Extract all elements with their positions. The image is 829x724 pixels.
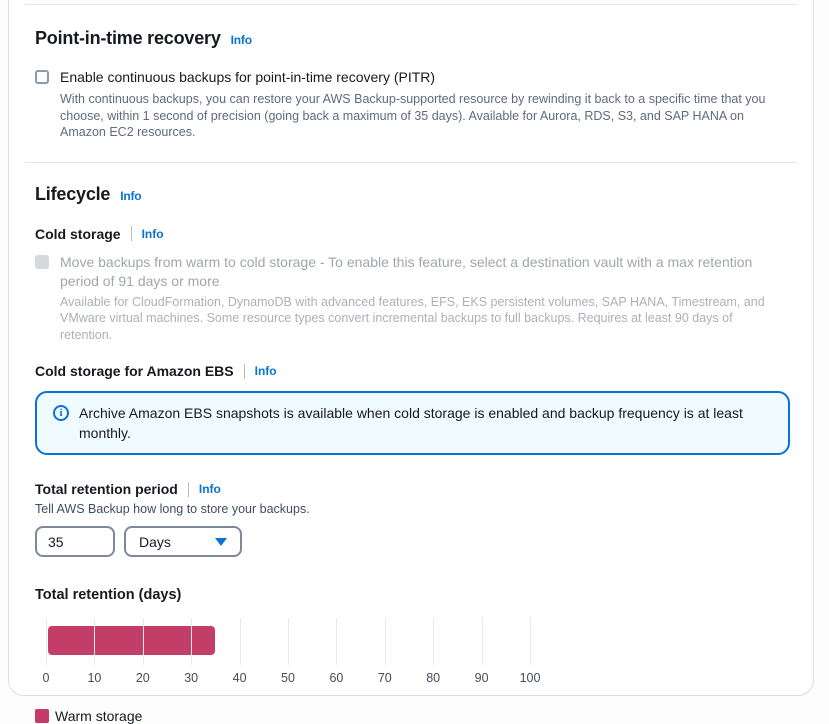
pitr-description: With continuous backups, you can restore… [60, 92, 766, 139]
warm-storage-legend-label[interactable]: Warm storage [55, 708, 143, 724]
cold-storage-label: Cold storage [35, 225, 121, 242]
gridline-100 [530, 618, 531, 665]
x-tick-label: 50 [281, 671, 295, 685]
label-separator [243, 363, 245, 379]
pitr-section-title: Point-in-time recovery Info [35, 28, 787, 49]
cold-storage-checkbox [35, 254, 49, 269]
gridline-30 [191, 618, 193, 665]
x-axis-tick-labels: 0 10 20 30 40 50 60 70 80 90 100 [43, 671, 546, 687]
cold-storage-ebs-label-row: Cold storage for Amazon EBS Info [35, 363, 787, 379]
cold-storage-label-row: Cold storage Info [35, 226, 787, 242]
gridline-0 [46, 618, 47, 665]
info-circle-icon: i [53, 405, 69, 421]
label-separator [187, 481, 189, 497]
retention-unit-value: Days [139, 533, 171, 550]
warm-storage-bar [48, 626, 216, 655]
gridline-60 [336, 618, 338, 665]
total-retention-label: Total retention period [35, 481, 178, 497]
chart-plot-area [46, 618, 546, 665]
lifecycle-section-title: Lifecycle Info [35, 184, 787, 205]
ebs-alert-text: Archive Amazon EBS snapshots is availabl… [79, 405, 743, 441]
chart-legend: Warm storage [35, 708, 787, 724]
section-divider-top [25, 4, 797, 5]
x-tick-label: 100 [519, 671, 541, 685]
x-tick-label: 80 [426, 671, 441, 685]
pitr-checkbox-label[interactable]: Enable continuous backups for point-in-t… [60, 69, 436, 85]
x-tick-label: 0 [42, 671, 50, 685]
caret-down-icon [215, 537, 227, 546]
x-tick-label: 90 [474, 671, 489, 685]
total-retention-description: Tell AWS Backup how long to store your b… [35, 502, 310, 516]
gridline-70 [384, 618, 386, 665]
ebs-info-alert: i Archive Amazon EBS snapshots is availa… [35, 391, 790, 455]
chart-title: Total retention (days) [35, 587, 182, 603]
x-tick-label: 60 [329, 671, 344, 685]
gridline-40 [239, 618, 241, 665]
cold-storage-ebs-label: Cold storage for Amazon EBS [35, 363, 234, 379]
retention-value-input[interactable] [35, 526, 115, 557]
x-tick-label: 30 [184, 671, 199, 685]
lifecycle-title-text: Lifecycle [35, 183, 111, 204]
cold-storage-description: Available for CloudFormation, DynamoDB w… [60, 294, 765, 342]
x-tick-label: 10 [87, 671, 102, 685]
cold-storage-info-link[interactable]: Info [141, 226, 164, 241]
x-tick-label: 70 [377, 671, 392, 685]
gridline-10 [94, 618, 96, 665]
pitr-title-text: Point-in-time recovery [35, 28, 221, 48]
backup-plan-settings-card: Point-in-time recovery Info Enable conti… [8, 0, 814, 724]
retention-bar-chart: 0 10 20 30 40 50 60 70 80 90 100 [35, 618, 787, 687]
section-divider-lifecycle [25, 161, 797, 163]
gridline-50 [288, 618, 289, 665]
retention-unit-select[interactable]: Days [124, 526, 242, 557]
x-tick-label: 20 [135, 671, 150, 685]
pitr-checkbox[interactable] [35, 70, 49, 84]
total-retention-info-link[interactable]: Info [198, 482, 221, 496]
gridline-90 [481, 618, 483, 665]
cold-storage-ebs-info-link[interactable]: Info [254, 364, 277, 378]
cold-storage-checkbox-label: Move backups from warm to cold storage -… [60, 253, 753, 289]
gridline-20 [142, 618, 144, 665]
x-tick-label: 40 [232, 671, 247, 685]
label-separator [130, 226, 132, 241]
gridline-80 [433, 618, 435, 665]
total-retention-label-row: Total retention period Info [35, 481, 787, 497]
pitr-info-link[interactable]: Info [230, 33, 252, 47]
lifecycle-info-link[interactable]: Info [120, 188, 142, 203]
warm-storage-legend-swatch[interactable] [35, 709, 49, 723]
cold-storage-checkbox-row: Move backups from warm to cold storage -… [35, 253, 787, 291]
pitr-checkbox-row: Enable continuous backups for point-in-t… [35, 68, 787, 87]
retention-controls-row: Days [35, 526, 787, 557]
